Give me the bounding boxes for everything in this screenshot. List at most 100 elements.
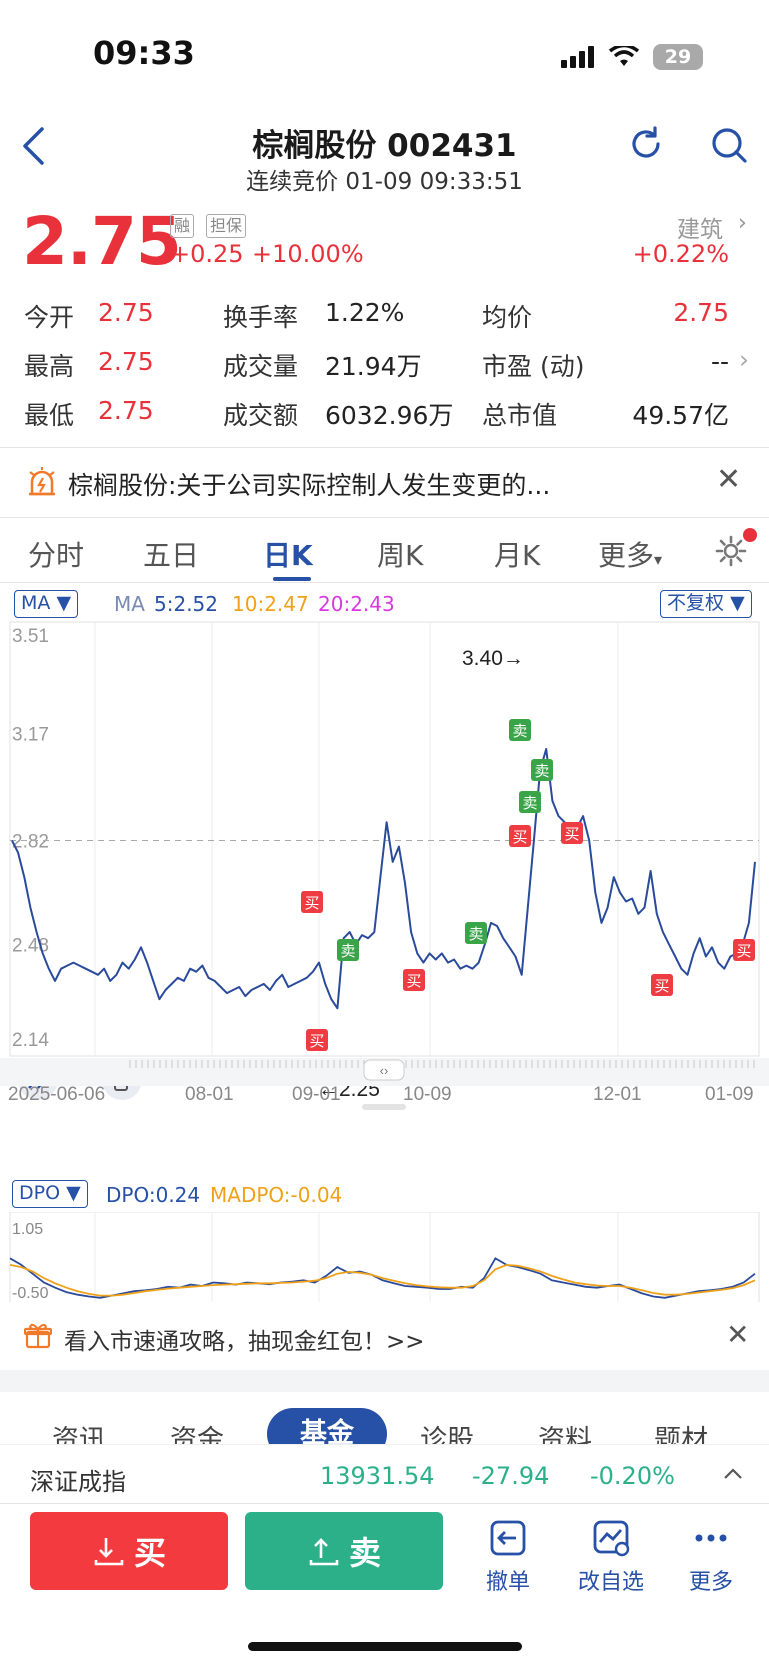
stat-label[interactable]: 市盈 (动) (482, 352, 585, 381)
trade-marker-bg (651, 974, 673, 996)
x-tick-label: 10-09 (403, 1084, 452, 1105)
more-button[interactable]: 更多 (666, 1518, 756, 1596)
stat-value: 2.75 (673, 298, 729, 327)
cancel-order-button[interactable]: 撤单 (463, 1518, 553, 1596)
dpo-selector[interactable]: DPO ▼ (12, 1180, 88, 1208)
status-icons: 29 (561, 44, 703, 70)
trade-marker-bg (561, 822, 583, 844)
adjust-selector[interactable]: 不复权 ▼ (660, 590, 752, 618)
stat-label: 最低 (24, 401, 75, 430)
caret-down-icon: ▼ (730, 592, 745, 614)
index-name: 深证成指 (30, 1468, 126, 1496)
sell-arrow-icon (309, 1538, 339, 1566)
divider (0, 517, 769, 518)
sector-change: +0.22% (632, 240, 729, 268)
chevron-up-icon[interactable] (722, 1464, 744, 1484)
tab-monthly-k[interactable]: 月K (494, 539, 541, 572)
stat-value: 2.75 (98, 347, 154, 376)
tab-more-label: 更多 (598, 539, 655, 572)
indicator-selector[interactable]: MA ▼ (14, 590, 79, 618)
trade-marker-bg (403, 969, 425, 991)
search-icon[interactable] (710, 126, 748, 164)
gift-icon (24, 1323, 52, 1349)
settings-icon[interactable] (714, 534, 748, 568)
caret-down-icon: ▼ (56, 592, 72, 614)
home-indicator (248, 1642, 522, 1651)
index-bar[interactable] (0, 1444, 769, 1504)
edit-watchlist-button[interactable]: 改自选 (566, 1518, 656, 1596)
sell-button[interactable]: 卖 (245, 1512, 443, 1590)
divider (0, 582, 769, 583)
x-tick-label: 01-09 (705, 1084, 754, 1105)
cancel-order-icon (490, 1520, 526, 1556)
trading-status: 连续竞价 01-09 09:33:51 (246, 169, 523, 195)
x-tick-label: 12-01 (593, 1084, 642, 1105)
refresh-icon[interactable] (628, 126, 664, 162)
announcement-text[interactable]: 棕榈股份:关于公司实际控制人发生变更的... (68, 471, 551, 500)
y-tick-label: 2.14 (12, 1030, 49, 1051)
scroll-handle-glyph: ‹› (380, 1063, 389, 1078)
buy-marker: 买 (304, 894, 319, 912)
sector-link[interactable]: 建筑 (677, 217, 723, 243)
tab-more[interactable]: 更多▾ (598, 534, 662, 574)
buy-marker: 买 (406, 972, 421, 990)
x-tick-label: 08-01 (185, 1084, 234, 1105)
buy-arrow-icon (94, 1538, 124, 1566)
stat-label: 成交额 (223, 401, 299, 430)
sell-marker: 卖 (468, 925, 483, 943)
scroll-handle[interactable] (363, 1059, 405, 1081)
notification-dot (743, 528, 757, 542)
buy-marker: 买 (512, 828, 527, 846)
buy-marker: 买 (309, 1032, 324, 1050)
collateral-tag: 担保 (206, 214, 247, 238)
x-tick-label: 2025-06-06 (8, 1084, 105, 1105)
tab-intraday[interactable]: 分时 (28, 539, 85, 572)
back-icon[interactable] (20, 126, 46, 166)
edit-watchlist-label: 改自选 (577, 1570, 644, 1595)
trade-marker-bg (306, 1029, 328, 1051)
price-change-pct: +10.00% (252, 240, 364, 268)
promo-banner[interactable] (0, 1302, 769, 1364)
tab-daily-k[interactable]: 日K (263, 539, 313, 572)
trade-marker-bg (301, 891, 323, 913)
divider (0, 1503, 769, 1504)
status-time: 09:33 (93, 34, 195, 72)
buy-marker: 买 (654, 977, 669, 995)
madpo-value: MADPO:-0.04 (210, 1183, 343, 1207)
buy-button-label: 买 (133, 1534, 166, 1572)
battery-icon: 29 (653, 44, 703, 70)
index-pct: -0.20% (590, 1462, 675, 1490)
indicator-selector-label: MA (21, 592, 51, 614)
sell-button-label: 卖 (348, 1534, 381, 1572)
tab-weekly-k[interactable]: 周K (377, 539, 424, 572)
promo-text[interactable]: 看入市速通攻略，抽现金红包！>> (64, 1329, 425, 1355)
chevron-right-icon[interactable]: › (739, 345, 749, 374)
cancel-order-label: 撤单 (485, 1570, 530, 1595)
kline-chart[interactable]: 3.513.172.822.482.143.40→←2.25买买卖买卖卖卖买卖买… (0, 620, 769, 1180)
sell-marker: 卖 (512, 722, 527, 740)
buy-button[interactable]: 买 (30, 1512, 228, 1590)
index-change: -27.94 (472, 1462, 550, 1490)
stat-value: 1.22% (325, 298, 405, 327)
stat-label: 总市值 (482, 401, 558, 430)
tab-five-day[interactable]: 五日 (143, 539, 200, 572)
close-icon[interactable]: ✕ (726, 1318, 750, 1351)
dpo-value: DPO:0.24 (106, 1183, 201, 1207)
stat-label: 成交量 (223, 352, 299, 381)
dpo-line (9, 1257, 756, 1299)
buy-marker: 买 (564, 825, 579, 843)
price-change: +0.25 (170, 240, 244, 268)
close-icon[interactable]: ✕ (716, 462, 742, 497)
stat-label: 最高 (24, 352, 75, 381)
alarm-icon (29, 467, 55, 496)
trade-marker-bg (509, 719, 531, 741)
y-tick-label: 3.17 (12, 725, 49, 746)
more-dots-icon (695, 1534, 727, 1542)
chevron-right-icon: › (737, 210, 747, 236)
ma5-value: 5:2.52 (154, 592, 218, 616)
wifi-icon (609, 46, 639, 66)
buy-marker: 买 (736, 942, 751, 960)
dpo-chart[interactable]: 1.05 -0.50 (0, 1212, 769, 1304)
stock-title: 棕榈股份 002431 (252, 128, 517, 164)
stat-value: 49.57亿 (632, 401, 729, 430)
